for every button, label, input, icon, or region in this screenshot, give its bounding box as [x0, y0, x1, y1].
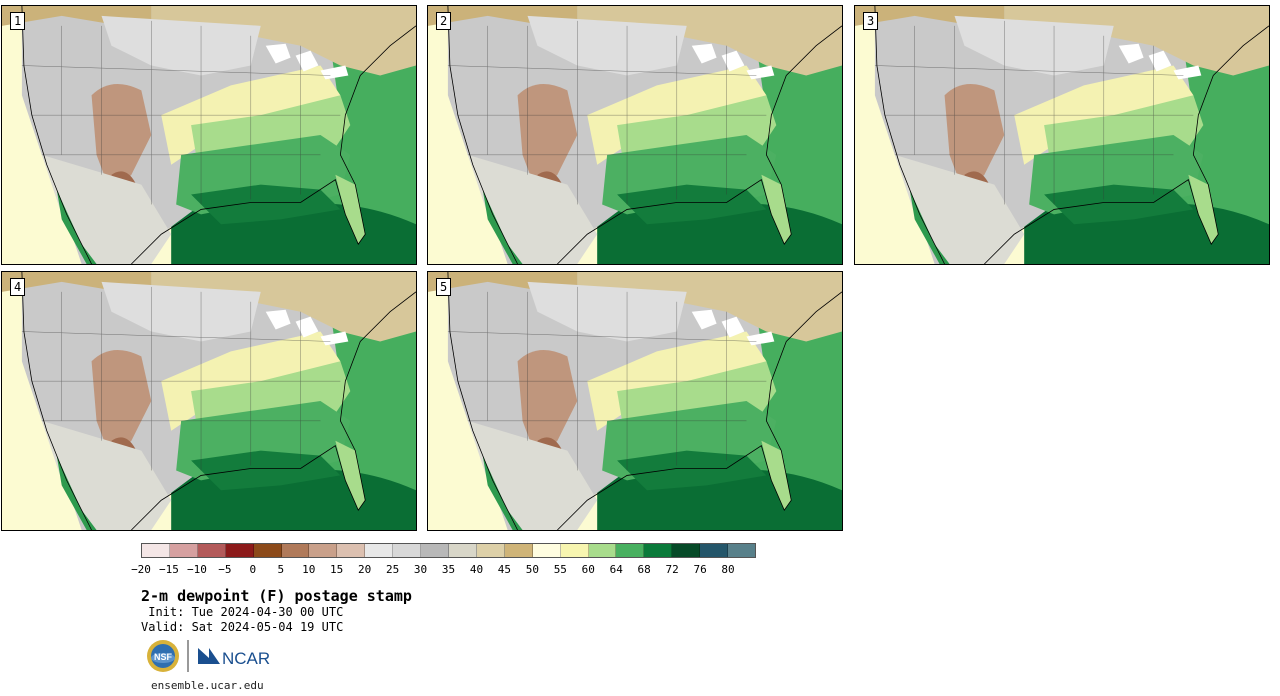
colorbar-tick-label: 30	[413, 563, 428, 576]
colorbar-tick-label: −5	[218, 563, 232, 576]
dewpoint-map	[2, 6, 416, 264]
colorbar-tick-labels: −20 −15 −10 −5 0 5 10 15 20 25 30 35 40 45 50 55 60 64 68 7…	[131, 563, 756, 577]
colorbar-swatch	[672, 544, 701, 557]
colorbar-swatch	[337, 544, 366, 557]
colorbar-swatch	[560, 544, 589, 557]
stamp-panel-1: 1	[1, 5, 417, 265]
colorbar-tick-label: 25	[385, 563, 400, 576]
stamp-panel-4: 4	[1, 271, 417, 531]
colorbar-swatch	[588, 544, 617, 557]
dewpoint-map	[428, 6, 842, 264]
colorbar-tick-label: 80	[721, 563, 735, 576]
member-number-label: 5	[436, 278, 452, 296]
colorbar-swatch	[225, 544, 254, 557]
colorbar-tick-label: 20	[358, 563, 372, 576]
colorbar-tick-label: 60	[581, 563, 595, 576]
colorbar-swatch	[169, 544, 198, 557]
colorbar-swatch	[504, 544, 533, 557]
stamp-panel-3: 3	[854, 5, 1270, 265]
colorbar-tick-label: 76	[693, 563, 707, 576]
colorbar-swatch	[448, 544, 477, 557]
colorbar-swatch	[253, 544, 282, 557]
colorbar-swatch	[644, 544, 673, 557]
colorbar-tick-label: 5	[277, 563, 285, 576]
member-number-label: 4	[10, 278, 26, 296]
logo-group: NSF NCAR	[145, 638, 275, 674]
nsf-ncar-logos: NSF NCAR	[147, 640, 270, 672]
colorbar-tick-label: −10	[186, 563, 207, 576]
colorbar-tick-label: 55	[553, 563, 567, 576]
member-number-label: 3	[863, 12, 879, 30]
colorbar-tick-label: 40	[469, 563, 484, 576]
svg-text:NSF: NSF	[154, 652, 173, 662]
valid-time: Valid: Sat 2024-05-04 19 UTC	[141, 620, 344, 634]
member-number-label: 1	[10, 12, 26, 30]
colorbar-tick-label: 35	[441, 563, 456, 576]
stamp-panel-2: 2	[427, 5, 843, 265]
nsf-logo-icon: NSF	[147, 640, 179, 672]
colorbar-swatch	[142, 544, 170, 557]
ncar-logo-icon: NCAR	[198, 648, 270, 668]
colorbar-tick-label: 64	[609, 563, 623, 576]
dewpoint-map	[855, 6, 1269, 264]
colorbar-swatch	[616, 544, 645, 557]
colorbar-tick-label: −15	[159, 563, 179, 576]
product-title: 2-m dewpoint (F) postage stamp	[141, 587, 412, 605]
colorbar-tick-label: −20	[131, 563, 151, 576]
colorbar-tick-label: 72	[665, 563, 679, 576]
init-time: Init: Tue 2024-04-30 00 UTC	[141, 605, 344, 619]
colorbar-swatch	[365, 544, 394, 557]
colorbar-tick-label: 50	[525, 563, 539, 576]
colorbar-tick-label: 0	[249, 563, 257, 576]
colorbar-tick-label: 15	[330, 563, 344, 576]
colorbar-swatch	[728, 544, 755, 557]
dewpoint-map	[2, 272, 416, 530]
colorbar-swatch	[393, 544, 422, 557]
website-url: ensemble.ucar.edu	[151, 679, 264, 692]
colorbar-swatch	[421, 544, 449, 557]
colorbar-swatch	[309, 544, 338, 557]
colorbar-tick-label: 45	[497, 563, 512, 576]
stamp-panel-5: 5	[427, 271, 843, 531]
dewpoint-colorbar	[141, 543, 756, 558]
colorbar-tick-label: 68	[637, 563, 651, 576]
colorbar-tick-label: 10	[302, 563, 316, 576]
colorbar-swatch	[532, 544, 561, 557]
svg-text:NCAR: NCAR	[222, 649, 270, 668]
colorbar-swatch	[281, 544, 310, 557]
member-number-label: 2	[436, 12, 452, 30]
colorbar-swatch	[476, 544, 505, 557]
colorbar-swatch	[197, 544, 226, 557]
dewpoint-map	[428, 272, 842, 530]
colorbar-swatch	[700, 544, 729, 557]
